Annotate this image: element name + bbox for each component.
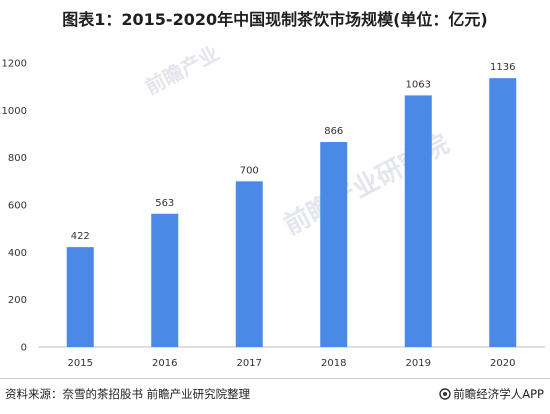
bar-2018 <box>320 142 348 347</box>
data-label-2019: 1063 <box>406 79 431 90</box>
bar-2016 <box>151 213 179 347</box>
source-note: 资料来源：奈雪的茶招股书 前瞻产业研究院整理 <box>5 387 251 401</box>
brand-credit: 前瞻经济学人APP <box>439 386 544 402</box>
x-tick-label: 2019 <box>406 358 431 369</box>
x-tick-label: 2018 <box>321 358 346 369</box>
y-tick-label: 600 <box>8 201 27 212</box>
brand-logo-icon <box>439 388 451 400</box>
data-label-2018: 866 <box>324 126 343 137</box>
watermark-text-1: 前瞻产业 <box>141 41 223 100</box>
data-labels-group: 422 563 700 866 1063 1136 <box>71 62 516 242</box>
y-axis: 0 200 400 600 800 1000 1200 <box>2 59 27 354</box>
data-label-2020: 1136 <box>490 62 515 73</box>
y-tick-label: 200 <box>8 295 27 306</box>
brand-credit-text: 前瞻经济学人APP <box>453 387 544 401</box>
x-tick-label: 2017 <box>237 358 262 369</box>
bar-2015 <box>66 247 94 347</box>
x-tick-label: 2015 <box>68 358 93 369</box>
x-axis: 2015 2016 2017 2018 2019 2020 <box>68 358 516 369</box>
data-label-2016: 563 <box>155 198 174 209</box>
chart-title: 图表1：2015-2020年中国现制茶饮市场规模(单位：亿元) <box>62 10 488 29</box>
y-tick-label: 800 <box>8 153 27 164</box>
x-tick-label: 2016 <box>152 358 177 369</box>
x-tick-label: 2020 <box>490 358 515 369</box>
data-label-2015: 422 <box>71 231 90 242</box>
y-tick-label: 1200 <box>2 59 27 70</box>
y-tick-label: 400 <box>8 248 27 259</box>
bar-2019 <box>404 95 432 347</box>
bar-2017 <box>235 181 263 347</box>
bar-2020 <box>489 78 517 347</box>
y-tick-label: 1000 <box>2 106 27 117</box>
footer-divider <box>0 378 550 379</box>
data-label-2017: 700 <box>240 165 259 176</box>
bars-group <box>66 78 517 347</box>
y-tick-label: 0 <box>21 343 27 354</box>
